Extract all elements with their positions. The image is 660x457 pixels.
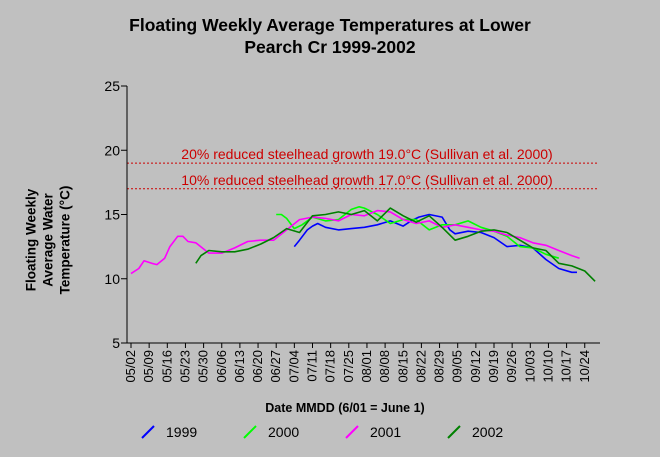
y-tick-label: 5 (112, 335, 120, 351)
legend-label: 2002 (472, 424, 504, 440)
reference-line-label: 20% reduced steelhead growth 19.0°C (Sul… (181, 146, 552, 162)
legend-swatch (141, 425, 155, 439)
x-tick-label: 08/29 (432, 350, 447, 383)
x-tick-label: 10/03 (522, 350, 537, 383)
reference-line-label: 10% reduced steelhead growth 17.0°C (Sul… (181, 172, 552, 188)
series-line-2000 (276, 206, 560, 259)
legend-label: 1999 (166, 424, 198, 440)
y-tick-label: 25 (104, 78, 120, 94)
y-tick-label: 15 (104, 207, 120, 223)
series-line-2002 (195, 207, 596, 282)
x-tick-label: 05/23 (177, 350, 192, 383)
x-axis-label: Date MMDD (6/01 = June 1) (265, 401, 425, 415)
x-tick-label: 08/01 (359, 350, 374, 383)
y-tick-label: 20 (104, 142, 120, 158)
y-tick-label: 10 (104, 271, 120, 287)
x-tick-label: 07/18 (323, 350, 338, 383)
legend-label: 2001 (370, 424, 402, 440)
x-tick-label: 05/30 (196, 350, 211, 383)
x-tick-label: 05/16 (159, 350, 174, 383)
x-tick-label: 08/08 (377, 350, 392, 383)
x-tick-label: 09/19 (486, 350, 501, 383)
x-tick-label: 07/25 (341, 350, 356, 383)
x-tick-label: 06/27 (268, 350, 283, 383)
x-tick-label: 09/12 (468, 350, 483, 383)
legend-swatch (447, 425, 461, 439)
legend-swatch (243, 425, 257, 439)
legend-swatch-line (447, 425, 461, 439)
legend-swatch (345, 425, 359, 439)
x-tick-label: 09/26 (504, 350, 519, 383)
x-tick-label: 05/09 (141, 350, 156, 383)
x-tick-label: 08/15 (395, 350, 410, 383)
x-tick-label: 10/17 (559, 350, 574, 383)
legend-swatch-line (141, 425, 155, 439)
x-tick-label: 07/11 (305, 350, 320, 382)
x-tick-label: 08/22 (413, 350, 428, 383)
series-line-2001 (130, 209, 580, 275)
x-tick-label: 06/13 (232, 350, 247, 383)
legend-swatch-line (345, 425, 359, 439)
x-tick-label: 05/02 (123, 350, 138, 383)
plot-area (100, 73, 600, 343)
x-tick-label: 09/05 (450, 350, 465, 383)
x-tick-label: 06/20 (250, 350, 265, 383)
x-tick-label: 06/06 (214, 350, 229, 383)
x-tick-label: 10/24 (577, 350, 592, 383)
x-tick-label: 10/10 (540, 350, 555, 383)
chart-title: Floating Weekly Average Temperatures at … (129, 15, 531, 57)
x-tick-label: 07/04 (286, 350, 301, 383)
legend-swatch-line (243, 425, 257, 439)
legend-label: 2000 (268, 424, 300, 440)
y-axis-label: Floating Weekly Average Water Temperatur… (23, 185, 73, 295)
